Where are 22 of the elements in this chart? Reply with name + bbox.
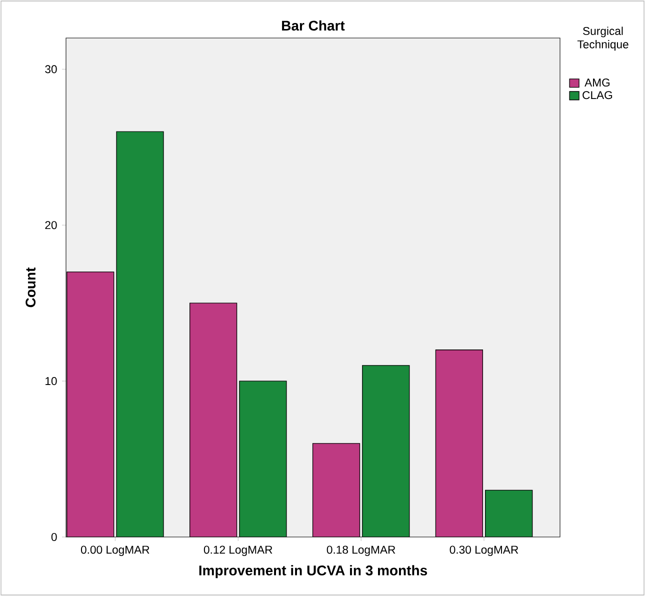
chart-title: Bar Chart: [282, 20, 345, 31]
bar: [116, 132, 164, 537]
bar: [66, 272, 114, 537]
bar: [485, 490, 533, 537]
y-tick-label: 10: [46, 377, 57, 386]
bar: [239, 381, 286, 537]
legend-label: CLAG: [582, 91, 612, 100]
y-tick-label: 0: [51, 533, 57, 542]
bar: [312, 443, 360, 537]
legend-label: AMG: [584, 78, 610, 87]
x-axis-title: Improvement in UCVA in 3 months: [199, 565, 428, 578]
x-tick-label: 0.12 LogMAR: [204, 546, 272, 556]
bar: [190, 303, 237, 537]
y-axis-title: Count: [26, 267, 36, 308]
y-tick-label: 20: [45, 221, 57, 230]
bar: [362, 365, 410, 537]
x-tick-label: 0.18 LogMAR: [326, 546, 396, 556]
bar: [435, 350, 484, 537]
y-tick-label: 30: [45, 65, 57, 74]
x-tick-label: 0.00 LogMAR: [80, 546, 150, 556]
legend-title: Surgical Technique: [577, 26, 628, 51]
x-tick-label: 0.30 LogMAR: [450, 546, 518, 556]
